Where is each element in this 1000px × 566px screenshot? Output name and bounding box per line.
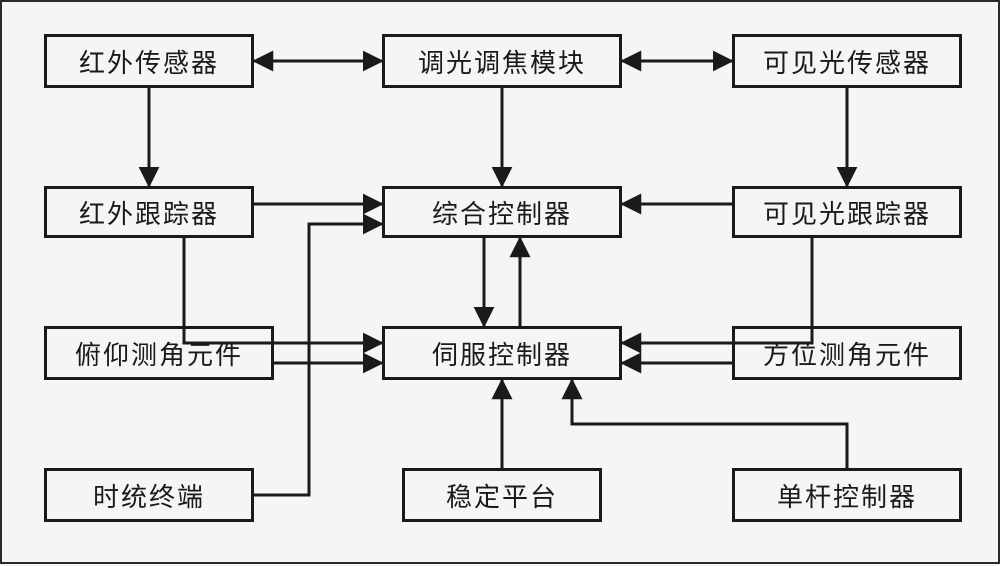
node-n_timing_terminal: 时统终端 [44,468,254,522]
diagram-canvas: 红外传感器 调光调焦模块 可见光传感器红外跟踪器 综合控制器 可见光跟踪器俯仰测角元件 伺… [0,0,1000,564]
node-label: 综合控制器 [432,194,572,231]
node-label: 方位测角元件 [763,335,931,372]
node-label: 时统终端 [93,477,205,514]
node-n_azimuth_angle: 方位测角元件 [732,326,962,380]
node-label: 俯仰测角元件 [75,335,243,372]
node-n_stable_platform: 稳定平台 [402,468,602,522]
node-n_single_lever: 单杆控制器 [732,468,962,522]
node-n_servo_ctrl: 伺服控制器 [382,326,622,380]
node-n_pitch_angle: 俯仰测角元件 [44,326,274,380]
node-n_dimming_focus: 调光调焦模块 [382,34,622,88]
node-label: 红外跟踪器 [79,194,219,231]
node-n_ir_sensor: 红外传感器 [44,34,254,88]
node-n_ir_tracker: 红外跟踪器 [44,186,254,238]
node-n_integrated_ctrl: 综合控制器 [382,186,622,238]
node-label: 可见光跟踪器 [763,194,931,231]
node-label: 红外传感器 [79,43,219,80]
node-n_vis_sensor: 可见光传感器 [732,34,962,88]
node-label: 伺服控制器 [432,335,572,372]
node-label: 调光调焦模块 [418,43,586,80]
node-label: 稳定平台 [446,477,558,514]
node-label: 可见光传感器 [763,43,931,80]
node-label: 单杆控制器 [777,477,917,514]
node-n_vis_tracker: 可见光跟踪器 [732,186,962,238]
